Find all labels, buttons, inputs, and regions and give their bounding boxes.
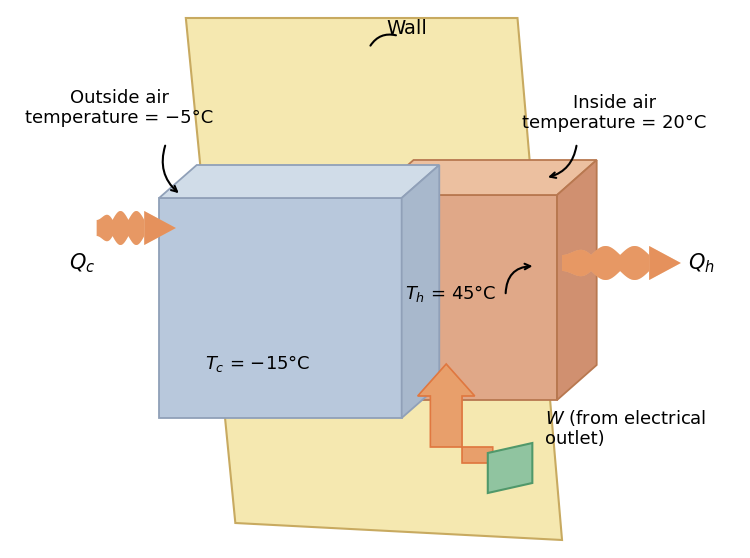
Text: Outside air
temperature = −5°C: Outside air temperature = −5°C [26, 89, 214, 127]
Text: $Q_h$: $Q_h$ [688, 251, 715, 275]
Polygon shape [562, 246, 650, 280]
Polygon shape [144, 211, 176, 245]
Polygon shape [557, 160, 597, 400]
Text: $T_h$ = 45°C: $T_h$ = 45°C [406, 282, 497, 304]
Polygon shape [650, 246, 681, 280]
Polygon shape [97, 211, 144, 245]
Text: $W$ (from electrical
outlet): $W$ (from electrical outlet) [545, 407, 706, 449]
Text: $T_c$ = −15°C: $T_c$ = −15°C [206, 353, 310, 373]
Polygon shape [562, 246, 650, 280]
Polygon shape [374, 195, 557, 400]
Polygon shape [418, 364, 503, 487]
Polygon shape [159, 165, 440, 198]
Polygon shape [418, 364, 503, 487]
Polygon shape [97, 211, 144, 245]
Polygon shape [402, 165, 439, 418]
Polygon shape [144, 211, 176, 245]
Polygon shape [159, 198, 402, 418]
Polygon shape [650, 246, 681, 280]
Polygon shape [374, 160, 597, 195]
Polygon shape [488, 443, 532, 493]
Polygon shape [186, 18, 562, 540]
Text: $Q_c$: $Q_c$ [69, 251, 95, 275]
Text: Wall: Wall [386, 18, 427, 37]
Text: Inside air
temperature = 20°C: Inside air temperature = 20°C [522, 94, 706, 132]
